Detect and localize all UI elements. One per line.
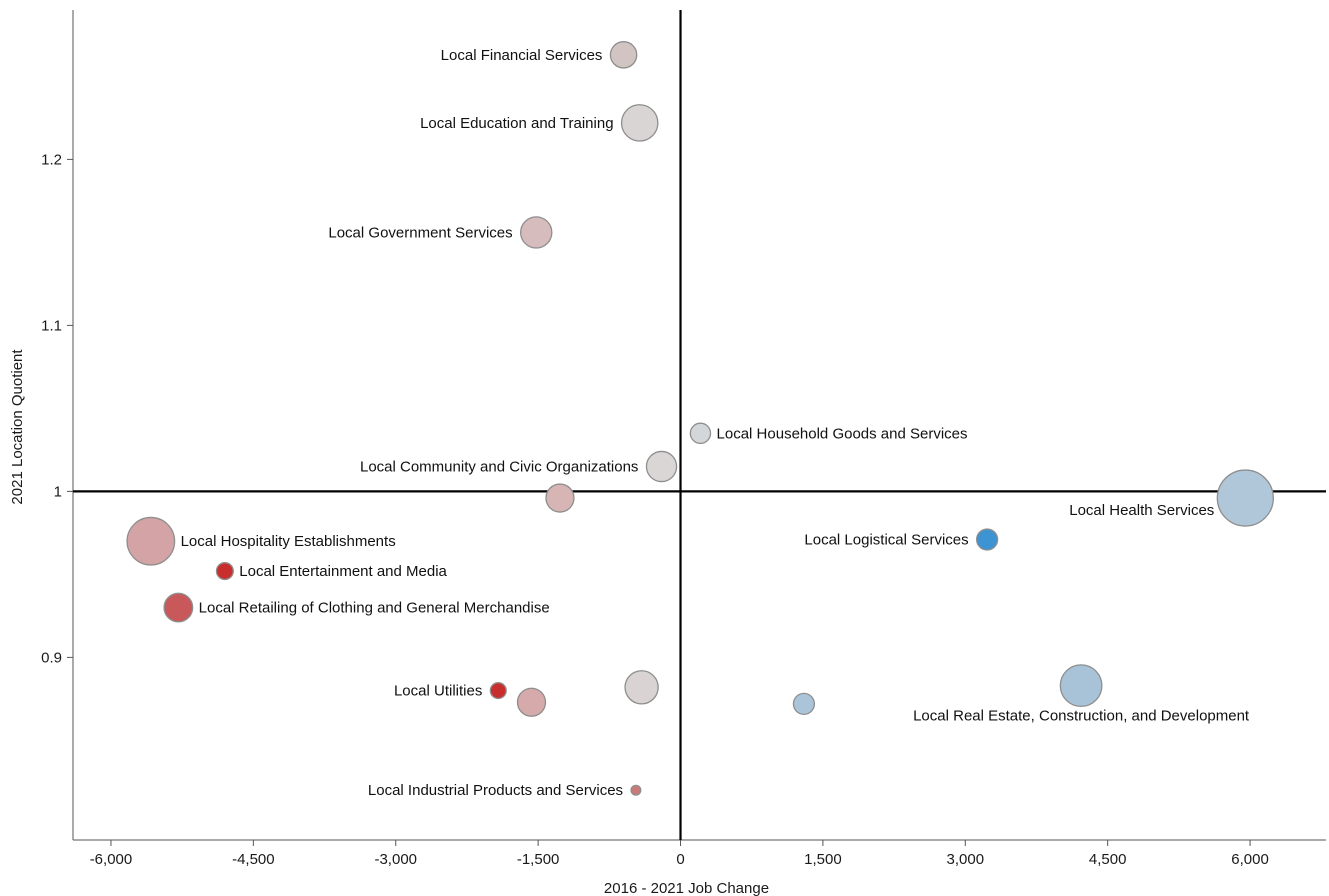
bubble <box>545 483 575 513</box>
bubble-label: Local Education and Training <box>420 115 613 132</box>
bubble <box>1216 469 1274 527</box>
reference-lines <box>73 10 1326 840</box>
x-tick-label: 6,000 <box>1231 851 1269 868</box>
bubble <box>163 592 194 623</box>
bubble-label: Local Health Services <box>1069 502 1214 519</box>
bubble-label: Local Government Services <box>328 224 512 241</box>
bubble-label: Local Utilities <box>394 683 482 700</box>
bubble <box>620 104 659 142</box>
bubble <box>126 516 176 566</box>
bubble-label: Local Industrial Products and Services <box>368 782 623 799</box>
y-tick-label: 1.1 <box>41 317 62 334</box>
bubble-label: Local Community and Civic Organizations <box>360 459 638 476</box>
x-tick-label: 1,500 <box>804 851 842 868</box>
bubble <box>489 682 507 700</box>
bubble-label: Local Real Estate, Construction, and Dev… <box>913 707 1250 724</box>
x-tick-label: -6,000 <box>90 851 133 868</box>
bubble <box>1059 664 1103 708</box>
bubble <box>624 670 659 705</box>
y-tick-label: 1.2 <box>41 151 62 168</box>
bubble <box>975 528 999 551</box>
x-tick-label: 3,000 <box>947 851 985 868</box>
bubble-label: Local Household Goods and Services <box>717 425 968 442</box>
bubble <box>645 450 678 483</box>
bubble <box>519 216 553 249</box>
label-layer: Local Financial Services Local Education … <box>181 47 1250 799</box>
bubble-label: Local Logistical Services <box>804 532 968 549</box>
x-tick-label: -4,500 <box>232 851 275 868</box>
x-tick-label: 0 <box>676 851 684 868</box>
bubble-label: Local Retailing of Clothing and General … <box>199 600 550 617</box>
bubble <box>609 41 638 69</box>
bubble-label: Local Financial Services <box>441 47 603 64</box>
bubble-label: Local Hospitality Establishments <box>181 533 396 550</box>
bubble-label: Local Entertainment and Media <box>239 563 447 580</box>
y-tick-label: 1 <box>54 483 62 500</box>
bubble <box>689 422 712 445</box>
x-tick-label: -1,500 <box>517 851 560 868</box>
x-tick-label: 4,500 <box>1089 851 1127 868</box>
x-tick-label: -3,000 <box>374 851 417 868</box>
bubble <box>516 687 547 717</box>
bubble-layer <box>126 41 1274 796</box>
bubble <box>215 562 234 581</box>
chart-axes: -6,000 -4,500 -3,000 -1,500 0 1,500 3,000 4,500… <box>41 10 1326 868</box>
x-axis-title: 2016 - 2021 Job Change <box>604 880 769 896</box>
bubble <box>630 784 642 796</box>
y-axis-title: 2021 Location Quotient <box>9 349 26 505</box>
y-tick-label: 0.9 <box>41 649 62 666</box>
bubble <box>792 692 816 716</box>
